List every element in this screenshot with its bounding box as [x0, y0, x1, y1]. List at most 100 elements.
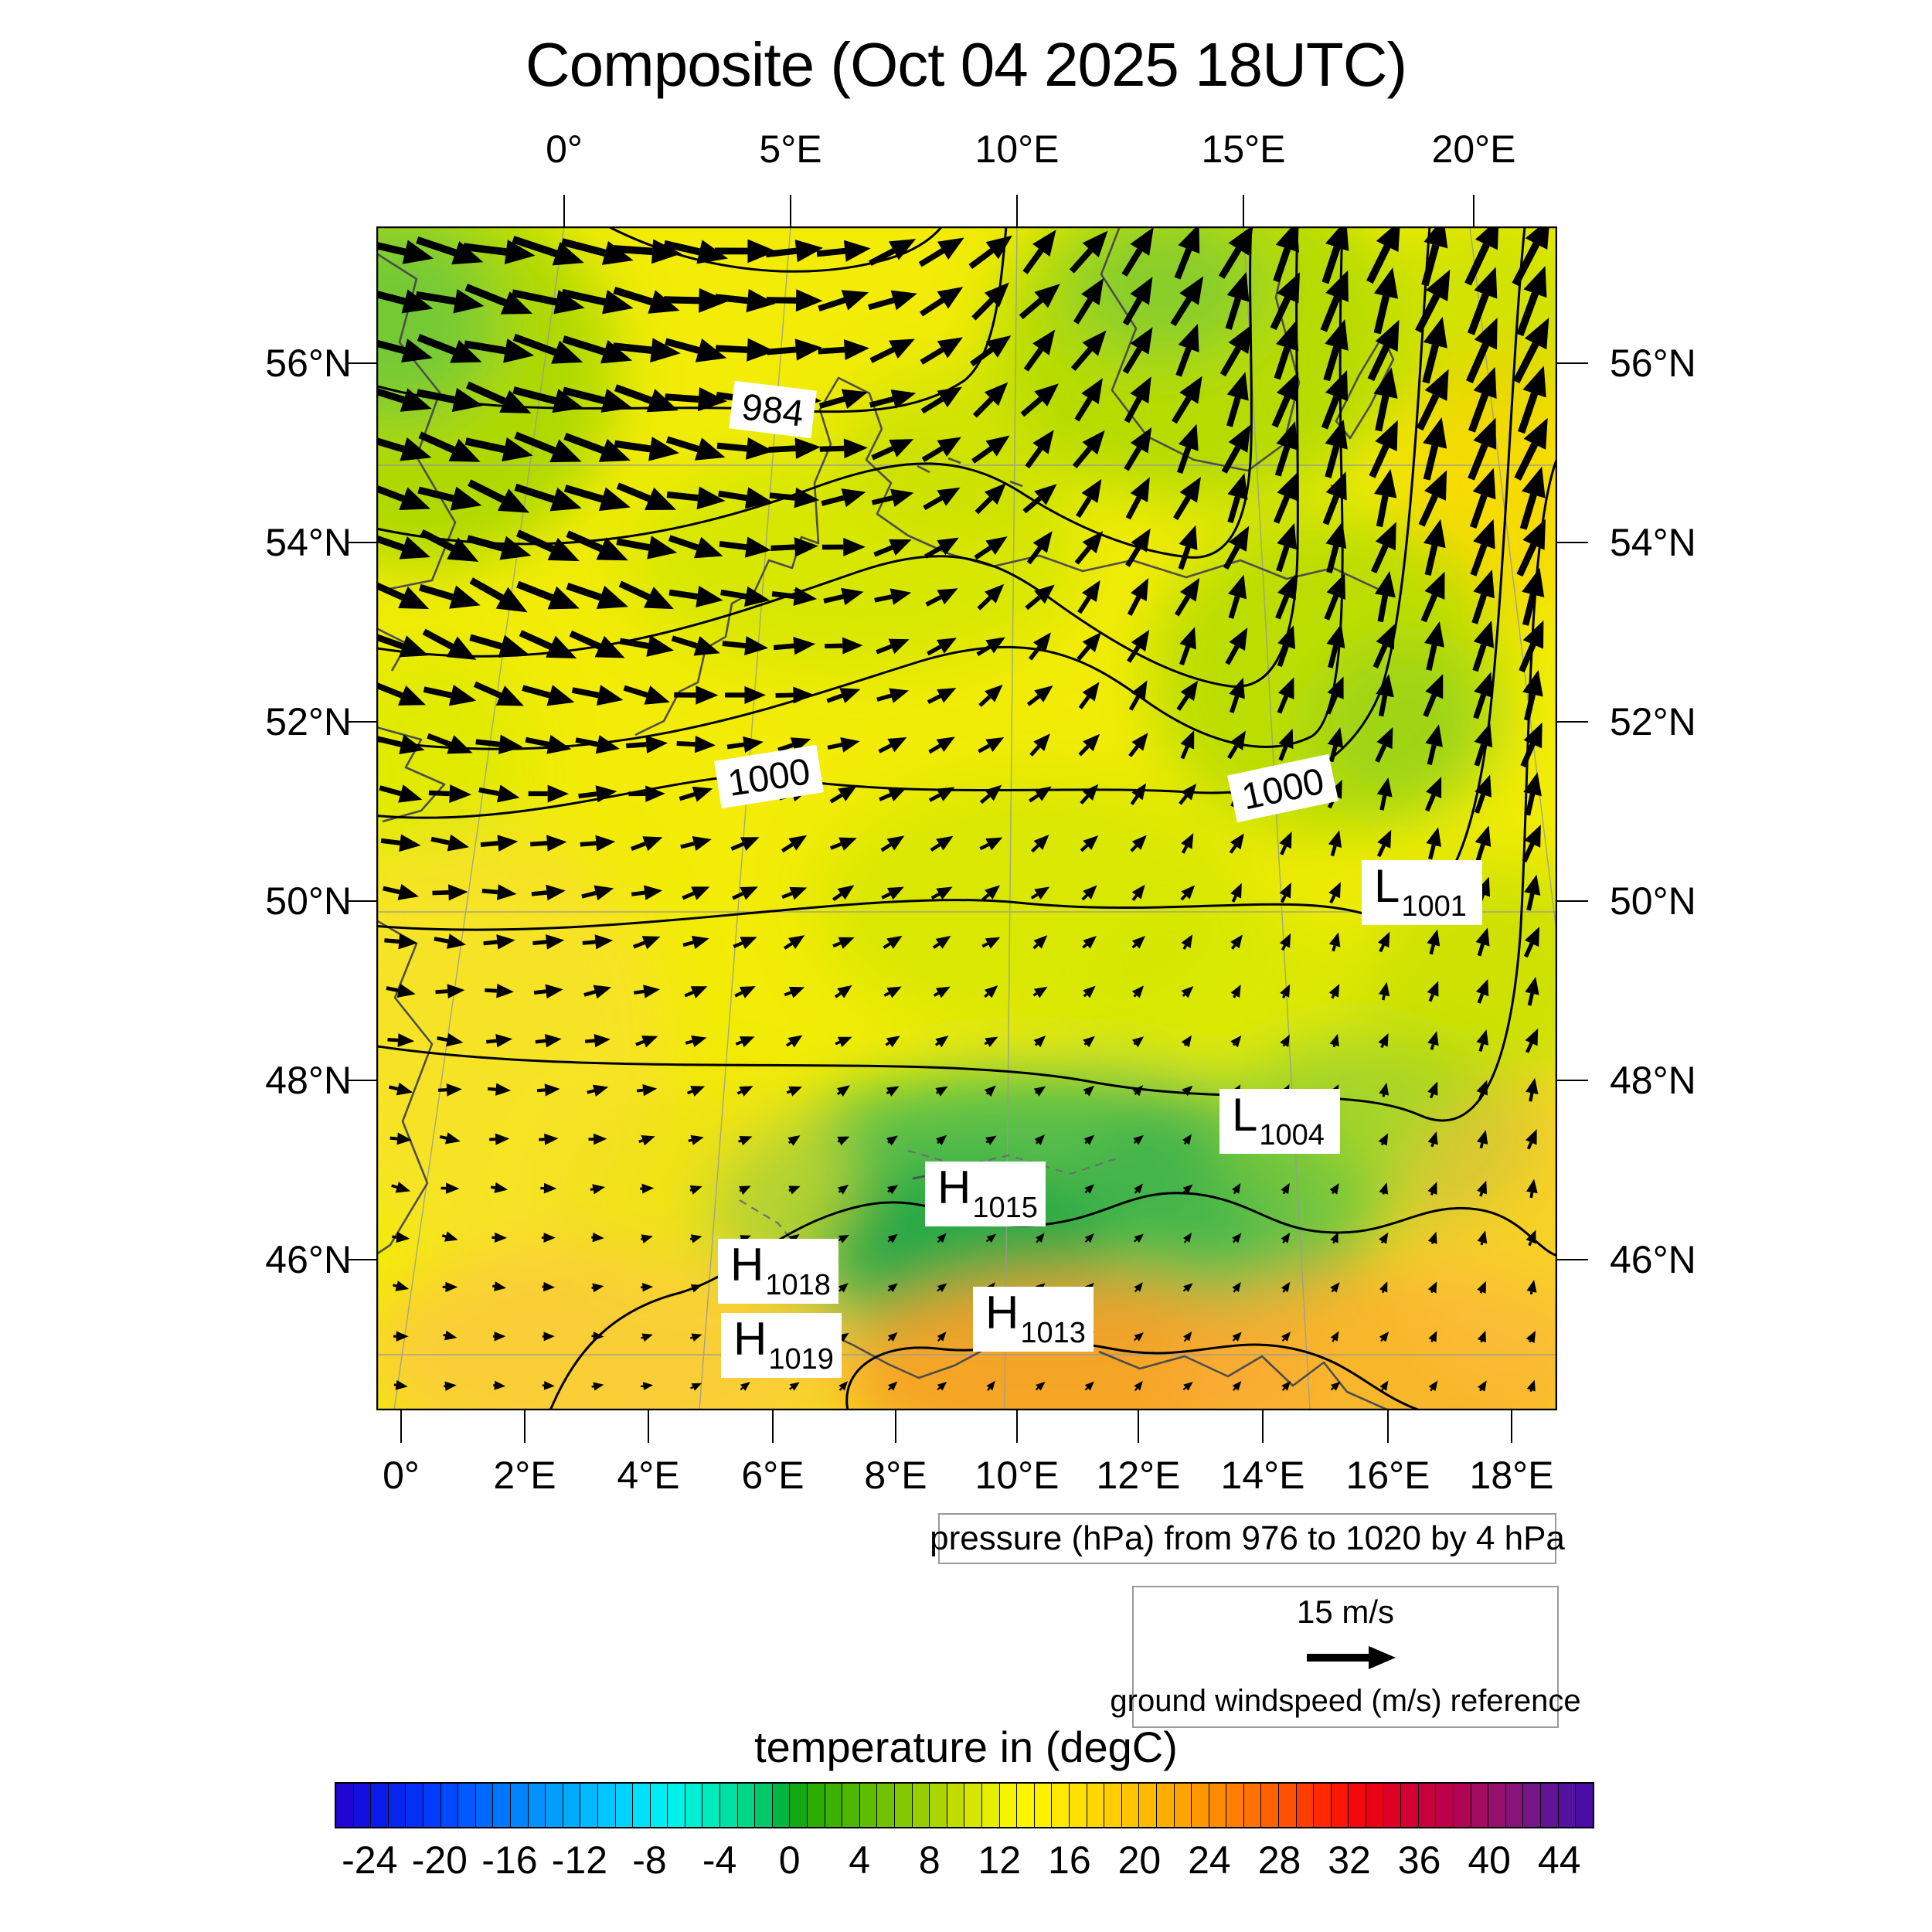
colorbar-segment [406, 1784, 423, 1827]
colorbar-segment [1314, 1784, 1332, 1827]
colorbar-segment [1261, 1784, 1280, 1827]
colorbar-segment [1383, 1784, 1402, 1827]
colorbar-segment [1243, 1784, 1262, 1827]
top-axis-label: 15°E [1201, 128, 1286, 171]
colorbar-tick-label: -4 [702, 1838, 737, 1882]
colorbar-segment [912, 1784, 930, 1827]
colorbar-segment [1349, 1784, 1367, 1827]
top-axis-tick [1016, 195, 1018, 226]
colorbar-segment [1017, 1784, 1035, 1827]
colorbar-segment [650, 1784, 668, 1827]
colorbar-segment [1454, 1784, 1471, 1827]
colorbar-segment [1401, 1784, 1419, 1827]
right-axis-tick [1556, 721, 1588, 723]
colorbar-segment [597, 1784, 616, 1827]
colorbar-segment [668, 1784, 685, 1827]
right-axis-label: 56°N [1610, 342, 1696, 385]
colorbar-segment [546, 1784, 563, 1827]
colorbar-segment [1436, 1784, 1454, 1827]
colorbar-segment [493, 1784, 511, 1827]
colorbar-segment [528, 1784, 546, 1827]
colorbar-segment [475, 1784, 494, 1827]
colorbar-segment [1087, 1784, 1105, 1827]
pressure-center-H1013: H1013 [973, 1287, 1094, 1352]
right-axis-label: 50°N [1610, 879, 1696, 923]
bottom-axis-tick [1511, 1410, 1512, 1443]
colorbar-segment [808, 1784, 825, 1827]
colorbar-segment [877, 1784, 895, 1827]
bottom-axis-label: 18°E [1469, 1454, 1554, 1497]
left-axis-label: 46°N [265, 1238, 352, 1281]
isobar-label: 1000 [1227, 753, 1338, 823]
colorbar-segment [1174, 1784, 1192, 1827]
colorbar-tick-label: 12 [978, 1838, 1022, 1882]
bottom-axis-label: 10°E [975, 1454, 1060, 1497]
graticule [376, 226, 1557, 1410]
colorbar-tick-label: -24 [342, 1838, 398, 1882]
colorbar-segment [1209, 1784, 1227, 1827]
bottom-axis-tick [1138, 1410, 1139, 1443]
colorbar-segment [615, 1784, 634, 1827]
right-axis-tick [1556, 362, 1588, 364]
pressure-center-L1004: L1004 [1219, 1089, 1340, 1154]
isobar-1016 [845, 1342, 1421, 1410]
wind-reference-arrow-icon [1307, 1645, 1396, 1669]
right-axis-tick [1556, 900, 1588, 902]
pressure-center-H1019: H1019 [721, 1313, 842, 1378]
colorbar-segment [388, 1784, 406, 1827]
colorbar-segment [1505, 1784, 1524, 1827]
pressure-center-L1001: L1001 [1362, 860, 1482, 925]
colorbar-segment [1576, 1784, 1593, 1827]
left-axis-tick [345, 900, 377, 902]
colorbar-segment [720, 1784, 738, 1827]
colorbar-segment [981, 1784, 1000, 1827]
pressure-range-caption-box: pressure (hPa) from 976 to 1020 by 4 hPa [930, 1513, 1565, 1564]
colorbar-tick-label: 28 [1257, 1838, 1301, 1882]
colorbar-title: temperature in (degC) [754, 1723, 1178, 1771]
bottom-axis-tick [648, 1410, 649, 1443]
top-axis-tick [1473, 195, 1475, 226]
isobar-984 [376, 226, 1008, 413]
left-axis-label: 48°N [265, 1059, 352, 1102]
colorbar-segment [580, 1784, 598, 1827]
colorbar-segment [895, 1784, 913, 1827]
right-axis-label: 48°N [1610, 1059, 1696, 1102]
colorbar-segment [563, 1784, 581, 1827]
colorbar-tick-label: 20 [1117, 1838, 1162, 1882]
right-axis-label: 54°N [1610, 521, 1696, 564]
colorbar-segment [1331, 1784, 1349, 1827]
colorbar-segment [1540, 1784, 1559, 1827]
bottom-axis-tick [400, 1410, 402, 1443]
colorbar-segment [1104, 1784, 1122, 1827]
colorbar-segment [1069, 1784, 1087, 1827]
colorbar-segment [702, 1784, 721, 1827]
left-axis-tick [345, 1259, 377, 1260]
colorbar-tick-label: 16 [1048, 1838, 1091, 1882]
isobar-1000 [376, 226, 1431, 819]
colorbar-segment [1279, 1784, 1297, 1827]
colorbar-segment [1523, 1784, 1541, 1827]
colorbar-segment [842, 1784, 860, 1827]
colorbar-tick-label: -12 [551, 1838, 608, 1882]
left-axis-label: 50°N [265, 879, 352, 923]
right-axis-label: 52°N [1610, 700, 1696, 743]
colorbar-segment [1366, 1784, 1384, 1827]
colorbar-segment [964, 1784, 982, 1827]
colorbar-segment [458, 1784, 476, 1827]
weather-map-canvas: 984 1000 1000 L1001 L1004 H1015 H1018 H1019 H101… [376, 226, 1557, 1410]
map-layers: 984 1000 1000 L1001 L1004 H1015 H1018 H1019 H101… [376, 226, 1557, 1410]
colorbar-segment [1052, 1784, 1070, 1827]
colorbar-segment [999, 1784, 1018, 1827]
colorbar-segment [633, 1784, 651, 1827]
colorbar-tick-label: 44 [1537, 1838, 1581, 1882]
colorbar-segment [1418, 1784, 1437, 1827]
left-axis-tick [345, 362, 377, 364]
colorbar-tick-label: 8 [918, 1838, 940, 1882]
left-axis-label: 56°N [265, 342, 352, 385]
left-axis-label: 54°N [265, 521, 352, 564]
colorbar-segment [930, 1784, 947, 1827]
wind-arrows [376, 226, 1549, 1393]
pressure-center-H1018: H1018 [718, 1239, 838, 1304]
colorbar-segment [1139, 1784, 1157, 1827]
